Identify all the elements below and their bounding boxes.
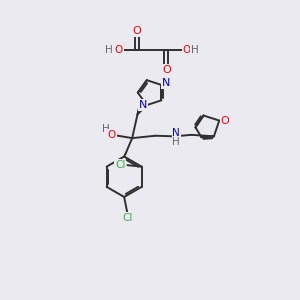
Text: O: O [132,26,141,36]
Text: N: N [172,128,180,138]
Text: O: O [115,45,123,56]
Text: H: H [105,45,113,56]
Text: O: O [182,45,191,56]
Text: O: O [162,65,171,75]
Text: H: H [172,137,180,147]
Text: N: N [139,100,148,110]
Text: Cl: Cl [122,213,133,223]
Text: N: N [162,79,170,88]
Text: H: H [101,124,109,134]
Text: HO: HO [106,45,122,56]
Text: O: O [108,130,116,140]
Text: Cl: Cl [115,160,125,170]
Text: O: O [220,116,229,126]
Text: H: H [191,45,199,56]
